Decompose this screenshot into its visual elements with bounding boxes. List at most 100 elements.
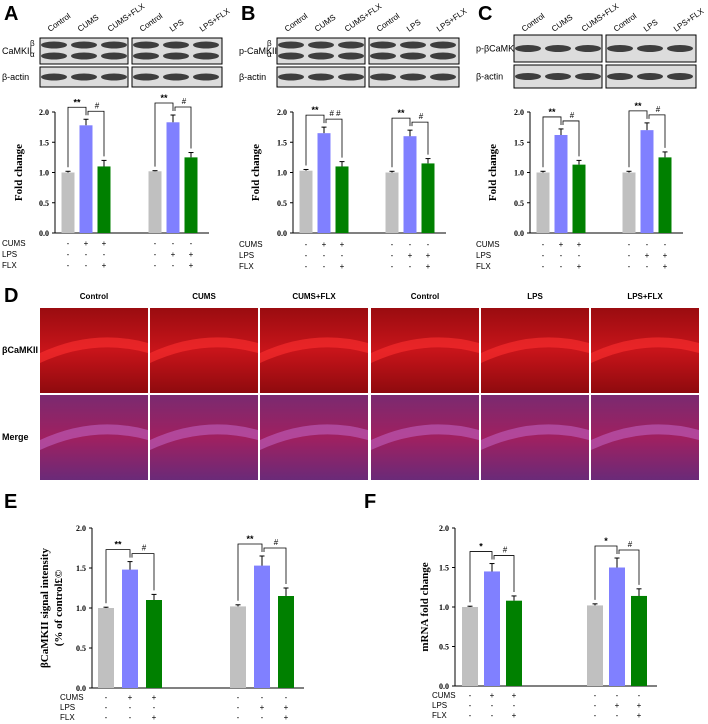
bar — [536, 172, 550, 233]
blot-band — [133, 41, 159, 49]
blot-band — [607, 45, 633, 52]
sig-label: # — [656, 105, 661, 114]
blot-band — [163, 52, 189, 60]
treatment-mark: - — [469, 701, 472, 710]
bar — [61, 172, 75, 233]
treatment-mark: - — [542, 251, 545, 260]
blot-band — [193, 52, 219, 60]
row-label: βCaMKII — [2, 345, 38, 355]
blot-band — [133, 52, 159, 60]
treatment-mark: - — [261, 693, 264, 702]
sig-label: * — [479, 542, 483, 552]
treatment-mark: - — [391, 262, 394, 271]
treatment-label: FLX — [476, 262, 491, 271]
blot-band — [101, 73, 127, 81]
sig-label: ** — [397, 108, 405, 118]
blot-band — [193, 41, 219, 49]
treatment-mark: - — [646, 262, 649, 271]
treatment-mark: - — [105, 703, 108, 712]
sig-label: ** — [634, 101, 642, 111]
treatment-mark: + — [426, 262, 431, 271]
treatment-mark: - — [628, 251, 631, 260]
treatment-mark: + — [284, 713, 289, 722]
y-tick-label: 1.0 — [39, 169, 49, 178]
micrograph-band — [371, 424, 479, 450]
sig-bracket — [105, 549, 131, 604]
treatment-mark: + — [189, 261, 194, 270]
blot-band — [607, 73, 633, 80]
blot-band — [667, 45, 693, 52]
sig-bracket — [154, 102, 174, 167]
treatment-mark: - — [190, 239, 193, 248]
y-tick-label: 1.5 — [277, 138, 287, 147]
y-tick-label: 0.5 — [76, 644, 86, 653]
bar — [609, 567, 625, 686]
y-tick-label: 2.0 — [439, 524, 449, 533]
y-axis-label: Fold change — [13, 144, 25, 201]
treatment-mark: + — [637, 701, 642, 710]
treatment-mark: - — [469, 711, 472, 720]
treatment-mark: - — [305, 251, 308, 260]
blot-band — [71, 52, 97, 60]
sig-label: ** — [160, 93, 168, 103]
sig-bracket — [493, 555, 515, 592]
treatment-mark: - — [664, 240, 667, 249]
blot-band — [545, 45, 571, 52]
y-axis-label: βCaMKII signal intensity — [39, 547, 51, 668]
micrograph-band — [260, 424, 368, 450]
treatment-mark: - — [341, 251, 344, 260]
blot-band — [101, 52, 127, 60]
treatment-label: LPS — [60, 703, 75, 712]
treatment-mark: - — [594, 711, 597, 720]
blot-band — [338, 41, 364, 49]
sig-bracket — [325, 118, 343, 158]
treatment-mark: - — [129, 703, 132, 712]
band-label: β — [30, 39, 35, 48]
blot-band — [400, 41, 426, 49]
y-tick-label: 1.0 — [76, 604, 86, 613]
treatment-mark: - — [542, 240, 545, 249]
blot-band — [575, 73, 601, 80]
sig-label: # — [503, 546, 508, 555]
sig-label: ** — [548, 107, 556, 117]
treatment-mark: - — [578, 251, 581, 260]
blot-band — [515, 73, 541, 80]
treatment-mark: - — [237, 703, 240, 712]
treatment-mark: + — [340, 262, 345, 271]
treatment-label: FLX — [432, 711, 447, 720]
lane-label: Control — [46, 11, 72, 33]
sig-label: # — [570, 111, 575, 120]
bar — [335, 166, 349, 233]
treatment-mark: - — [305, 262, 308, 271]
y-axis-label: (% of control£© — [53, 570, 65, 646]
bar — [622, 172, 636, 233]
treatment-mark: - — [628, 262, 631, 271]
panel-letter: E — [4, 491, 17, 513]
treatment-mark: - — [103, 250, 106, 259]
treatment-mark: - — [491, 711, 494, 720]
sig-bracket — [411, 121, 429, 155]
bar — [254, 565, 270, 688]
sig-label: ** — [246, 534, 254, 544]
column-label: CUMS+FLX — [292, 292, 336, 301]
treatment-mark: - — [542, 262, 545, 271]
blot-band — [41, 73, 67, 81]
lane-label: Control — [520, 11, 546, 33]
treatment-mark: + — [128, 693, 133, 702]
treatment-mark: + — [171, 250, 176, 259]
blot-band — [278, 52, 304, 60]
row-label: β-actin — [2, 72, 29, 82]
bar — [572, 164, 586, 233]
panel-letter: D — [4, 285, 18, 307]
lane-label: Control — [375, 11, 401, 33]
bar — [184, 157, 198, 233]
treatment-mark: + — [84, 239, 89, 248]
micrograph-band — [371, 337, 479, 363]
blot-band — [370, 52, 396, 60]
blot-band — [370, 73, 396, 81]
band-label: α — [267, 50, 272, 59]
y-tick-label: 1.0 — [514, 169, 524, 178]
micrograph-band — [40, 424, 148, 450]
treatment-label: CUMS — [239, 240, 263, 249]
